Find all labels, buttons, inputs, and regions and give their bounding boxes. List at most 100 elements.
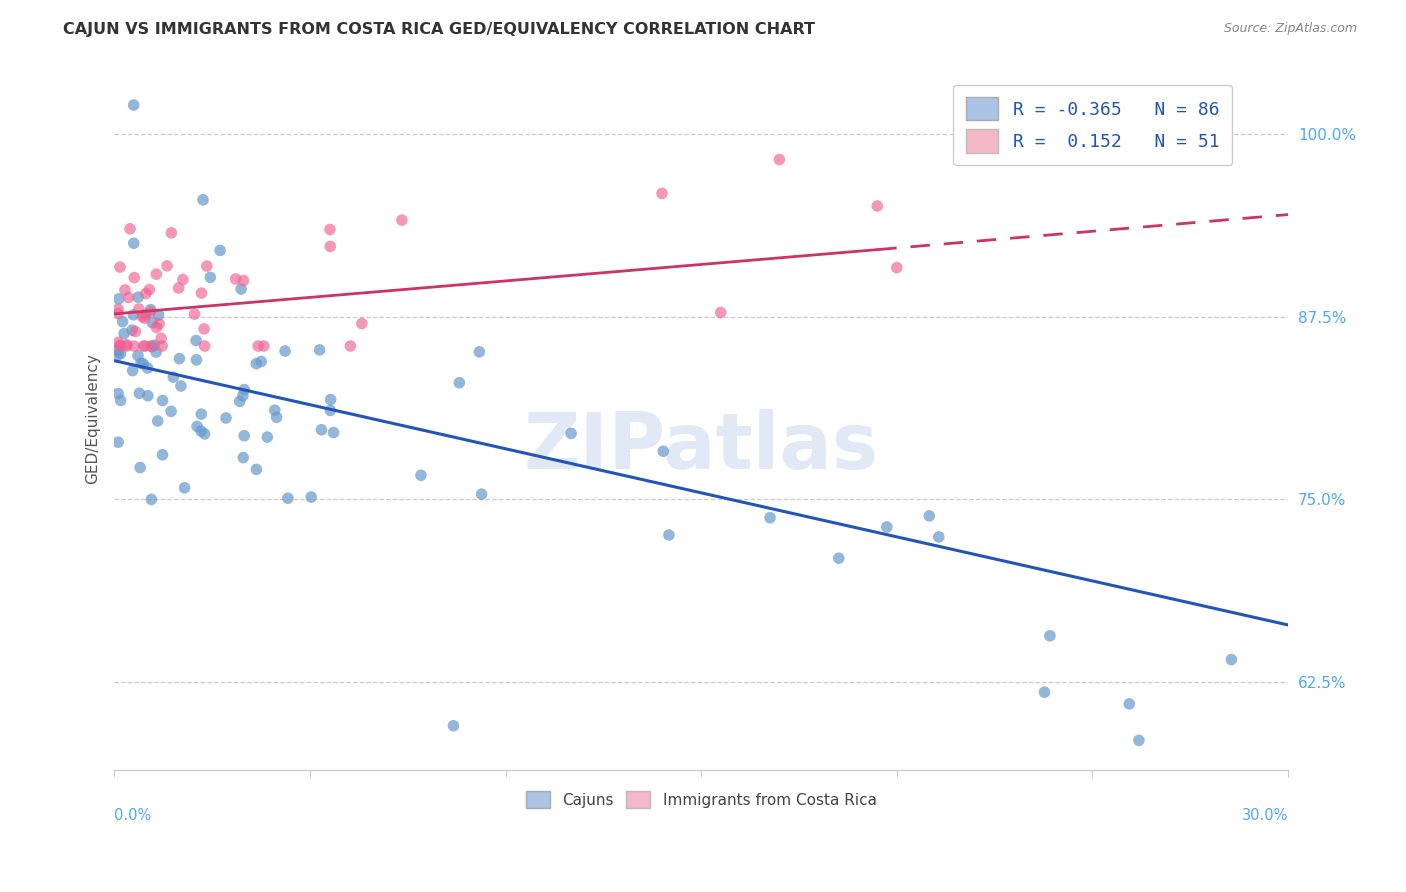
Point xyxy=(658,528,681,542)
Point xyxy=(143,338,166,352)
Point xyxy=(141,492,163,507)
Point xyxy=(124,339,146,353)
Text: Source: ZipAtlas.com: Source: ZipAtlas.com xyxy=(1223,22,1357,36)
Point xyxy=(866,199,889,213)
Point xyxy=(150,331,173,345)
Point xyxy=(134,308,156,322)
Point xyxy=(141,339,163,353)
Point xyxy=(121,363,143,377)
Point xyxy=(253,339,276,353)
Point xyxy=(136,389,159,403)
Point xyxy=(263,403,285,417)
Point xyxy=(110,393,132,408)
Point xyxy=(195,259,218,273)
Point xyxy=(145,320,167,334)
Point xyxy=(107,347,129,361)
Point xyxy=(122,270,145,285)
Point xyxy=(108,260,131,274)
Point xyxy=(560,426,582,441)
Point xyxy=(122,98,145,112)
Point xyxy=(184,334,207,348)
Point xyxy=(193,322,215,336)
Point xyxy=(169,351,191,366)
Point xyxy=(107,435,129,450)
Point xyxy=(148,308,170,322)
Legend: Cajuns, Immigrants from Costa Rica: Cajuns, Immigrants from Costa Rica xyxy=(520,785,883,814)
Point xyxy=(215,411,238,425)
Point xyxy=(170,379,193,393)
Point xyxy=(928,530,950,544)
Point xyxy=(449,376,471,390)
Point xyxy=(172,272,194,286)
Point xyxy=(409,468,432,483)
Point xyxy=(127,290,149,304)
Point xyxy=(319,392,342,407)
Point xyxy=(160,404,183,418)
Point xyxy=(299,490,322,504)
Point xyxy=(115,337,138,351)
Point xyxy=(162,370,184,384)
Point xyxy=(160,226,183,240)
Point xyxy=(110,346,132,360)
Point xyxy=(308,343,330,357)
Point xyxy=(828,551,851,566)
Point xyxy=(319,403,342,417)
Point xyxy=(191,193,214,207)
Point xyxy=(107,343,129,358)
Point xyxy=(710,305,733,319)
Point xyxy=(114,283,136,297)
Point xyxy=(152,393,174,408)
Point xyxy=(652,444,675,458)
Point xyxy=(173,481,195,495)
Point xyxy=(107,335,129,350)
Point xyxy=(146,414,169,428)
Point xyxy=(190,407,212,421)
Point xyxy=(128,386,150,401)
Point xyxy=(391,213,413,227)
Point xyxy=(117,291,139,305)
Point xyxy=(876,520,898,534)
Text: 0.0%: 0.0% xyxy=(114,808,152,823)
Point xyxy=(1118,697,1140,711)
Point xyxy=(129,356,152,370)
Point xyxy=(1039,629,1062,643)
Point xyxy=(141,316,163,330)
Point xyxy=(232,274,254,288)
Point xyxy=(107,302,129,317)
Point xyxy=(266,410,288,425)
Point xyxy=(1128,733,1150,747)
Point xyxy=(200,270,222,285)
Point xyxy=(443,719,465,733)
Point xyxy=(1033,685,1056,699)
Point xyxy=(128,301,150,316)
Point xyxy=(232,450,254,465)
Point xyxy=(127,349,149,363)
Point xyxy=(167,281,190,295)
Point xyxy=(118,221,141,235)
Point xyxy=(132,357,155,371)
Point xyxy=(141,339,163,353)
Point xyxy=(108,339,131,353)
Point xyxy=(145,345,167,359)
Point xyxy=(136,360,159,375)
Point xyxy=(148,317,170,331)
Point xyxy=(651,186,673,201)
Point xyxy=(918,508,941,523)
Text: CAJUN VS IMMIGRANTS FROM COSTA RICA GED/EQUIVALENCY CORRELATION CHART: CAJUN VS IMMIGRANTS FROM COSTA RICA GED/… xyxy=(63,22,815,37)
Point xyxy=(232,389,254,403)
Point xyxy=(138,283,160,297)
Point xyxy=(124,325,146,339)
Point xyxy=(190,286,212,301)
Point xyxy=(135,286,157,301)
Point xyxy=(886,260,908,275)
Point xyxy=(322,425,344,440)
Point xyxy=(115,339,138,353)
Point xyxy=(339,339,361,353)
Point xyxy=(112,326,135,341)
Point xyxy=(759,510,782,524)
Point xyxy=(245,462,267,476)
Point xyxy=(277,491,299,506)
Point xyxy=(274,344,297,359)
Point xyxy=(319,222,342,236)
Point xyxy=(107,386,129,401)
